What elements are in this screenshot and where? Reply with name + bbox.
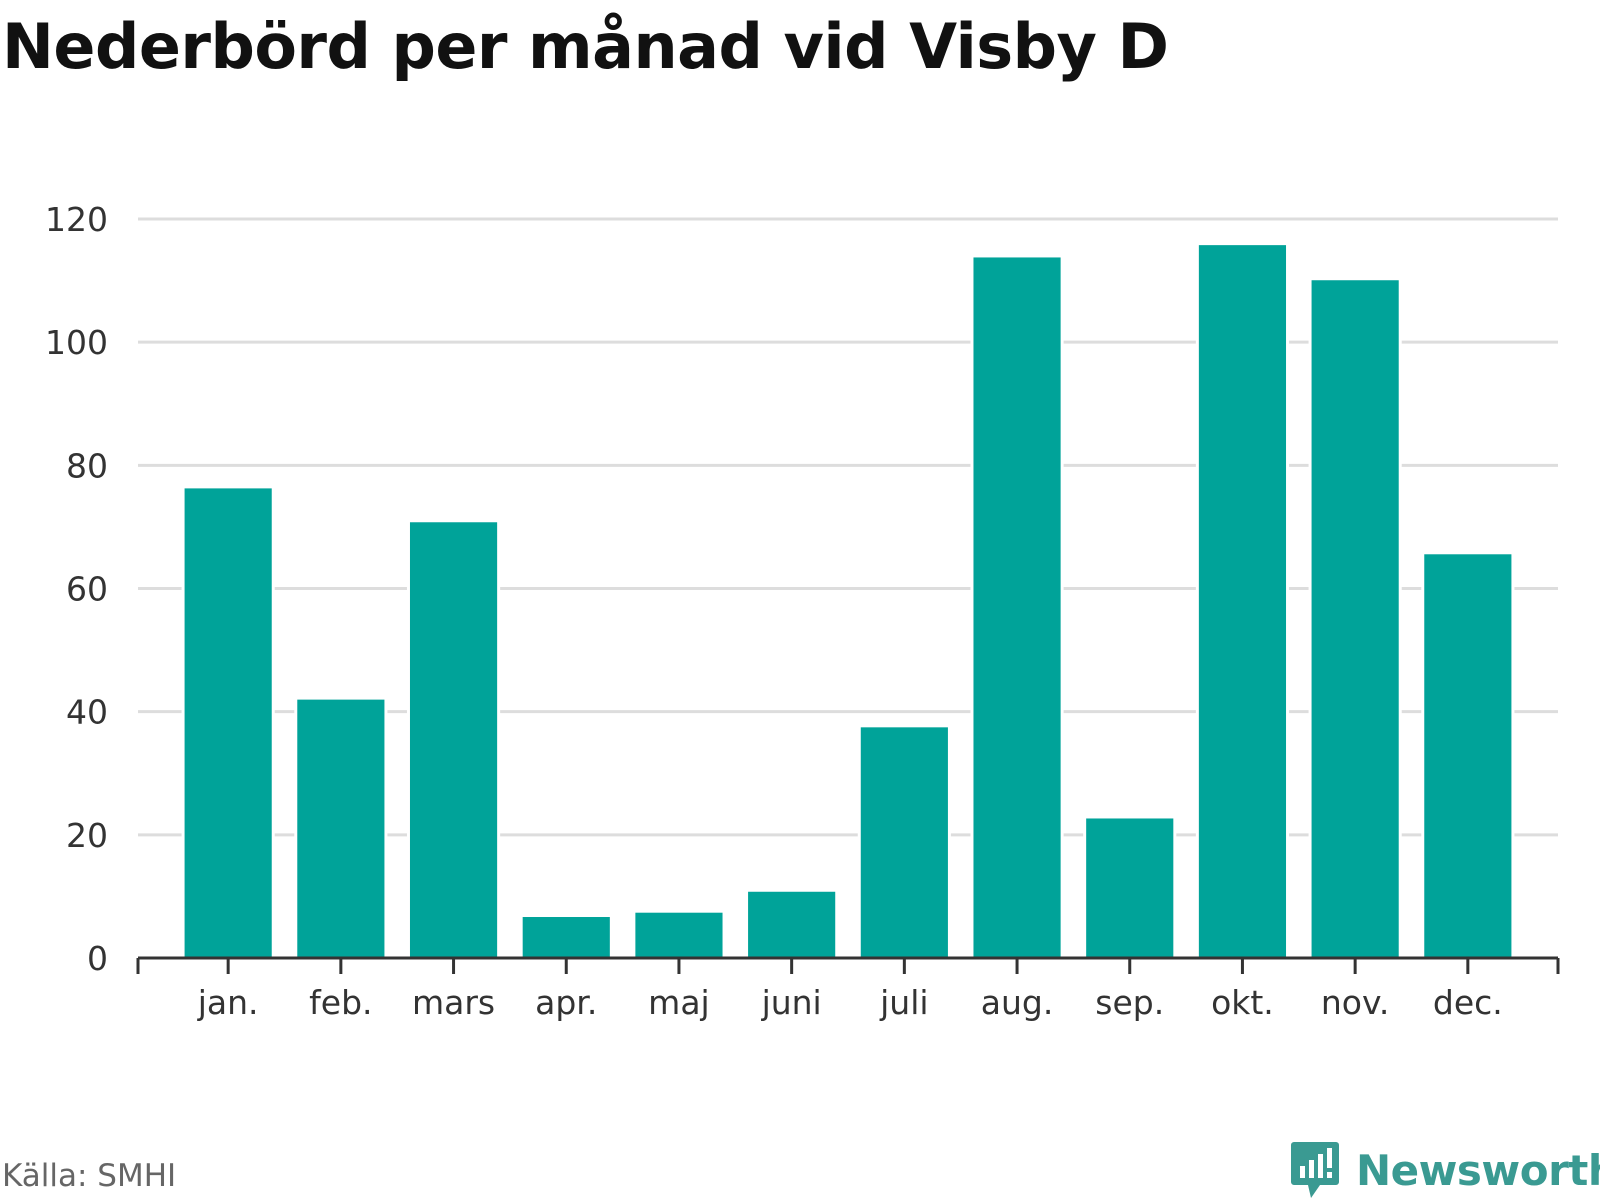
y-axis-ticks: 0 20 40 60 80 100 120 [45,200,108,978]
y-tick-label: 20 [66,816,108,855]
y-tick-label: 40 [66,693,108,732]
y-tick-label: 100 [45,323,108,362]
x-tick-label: juli [879,983,928,1022]
x-tick-label: feb. [309,983,372,1022]
y-tick-label: 80 [66,446,108,485]
bar-4 [519,914,613,960]
bar-1 [181,485,275,960]
source-note: Källa: SMHI [2,1158,177,1194]
x-tick-label: sep. [1095,983,1164,1022]
bar-6 [745,888,839,960]
x-tick-label: aug. [981,983,1054,1022]
bar-2 [294,696,388,960]
x-axis: jan. feb. mars apr. maj juni juli aug. sep. okt. n… [136,956,1560,1022]
bar-10 [1195,242,1290,960]
x-tick-label: okt. [1211,983,1274,1022]
bar-11 [1308,277,1402,960]
bar-12 [1421,551,1515,960]
chart-title: Nederbörd per månad vid Visby D [2,10,1169,83]
brand-name: Newsworthy [1356,1145,1600,1195]
bars [181,242,1515,960]
x-tick-label: nov. [1321,983,1390,1022]
bar-3 [406,519,501,960]
x-tick-label: dec. [1433,983,1503,1022]
y-tick-label: 120 [45,200,108,239]
bar-9 [1083,815,1177,960]
bar-8 [970,254,1064,960]
y-tick-label: 60 [66,570,108,609]
x-tick-label: apr. [535,983,597,1022]
x-tick-label: mars [412,983,495,1022]
bar-5 [632,909,726,960]
bar-7 [857,724,951,960]
x-tick-label: juni [761,983,822,1022]
x-tick-label: maj [648,983,710,1022]
y-tick-label: 0 [87,939,108,978]
newsworthy-logo-icon [1291,1142,1339,1198]
x-tick-label: jan. [197,983,259,1022]
brand-logo: Newsworthy [1290,1140,1600,1200]
